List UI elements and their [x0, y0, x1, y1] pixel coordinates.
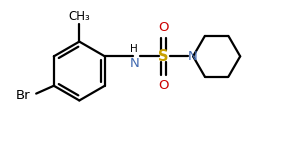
Text: H: H: [130, 44, 138, 54]
Text: Br: Br: [16, 89, 30, 102]
Text: N: N: [188, 50, 198, 63]
Text: S: S: [158, 49, 169, 64]
Text: O: O: [158, 79, 169, 92]
Text: CH₃: CH₃: [68, 10, 90, 23]
Text: N: N: [130, 57, 139, 70]
Text: O: O: [158, 21, 169, 34]
